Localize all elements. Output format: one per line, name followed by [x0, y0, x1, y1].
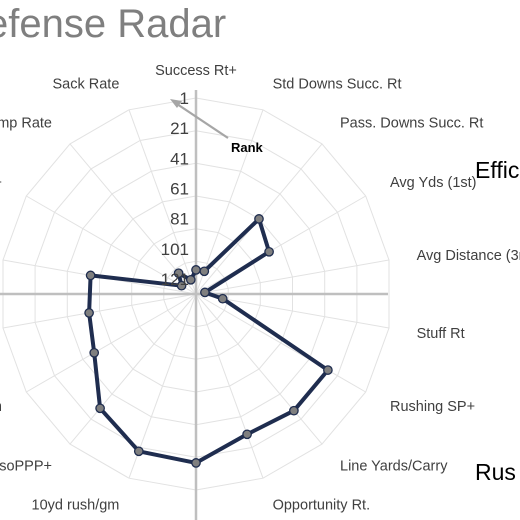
axis-label: Stuff Rt	[417, 326, 465, 342]
rank-arrowhead	[170, 99, 182, 108]
series-line	[87, 216, 330, 465]
axis-label: Sack Rate	[52, 77, 119, 93]
radar-series	[84, 214, 333, 468]
grid-spoke	[195, 109, 264, 295]
grid-spoke	[195, 293, 264, 479]
axis-label: 10yd rush/gm	[32, 498, 120, 514]
axis-label: +	[0, 175, 2, 191]
grid-spoke	[195, 195, 366, 295]
axis-label: Success Rt+	[155, 63, 237, 79]
grid-spoke	[26, 195, 197, 295]
data-point	[217, 293, 228, 304]
axis-labels: Success Rt+ Std Downs Succ. Rt Pass. Downs…	[0, 63, 520, 514]
data-point	[133, 446, 144, 457]
grid-spoke	[2, 293, 197, 329]
axis-label: Avg Yds (1st)	[390, 175, 477, 191]
rank-tick-label: 101	[161, 240, 189, 259]
axis-label: /gm	[0, 399, 2, 415]
grid-spoke	[195, 293, 390, 329]
rank-tick-label: 121	[161, 270, 189, 289]
data-point	[173, 268, 184, 279]
data-point	[191, 265, 201, 275]
axis-label: Avg Distance (3r	[417, 248, 520, 264]
chart-title: efense Radar	[0, 2, 226, 46]
side-label-efficiency: Effic	[475, 157, 519, 183]
data-point	[176, 280, 187, 291]
grid-spoke	[26, 293, 197, 393]
axis-label: Std Downs Succ. Rt	[273, 77, 402, 93]
grid-spoke	[69, 143, 197, 295]
data-point	[95, 403, 105, 414]
rank-tick-label: 41	[170, 149, 189, 168]
axis-label: IsoPPP+	[0, 459, 52, 475]
data-point	[85, 270, 96, 281]
rank-tick-label: 81	[170, 210, 189, 229]
rank-tick-label: 1	[180, 89, 189, 108]
axis-label: Opportunity Rt.	[273, 498, 371, 514]
axis-label: Pass. Downs Succ. Rt	[340, 115, 483, 131]
axis-label: mp Rate	[0, 115, 52, 131]
grid-spoke	[69, 293, 197, 445]
rank-arrow	[173, 101, 229, 139]
data-point	[289, 405, 299, 416]
data-point	[242, 429, 252, 440]
rank-tick-label: 61	[170, 180, 189, 199]
grid-spoke	[128, 109, 197, 295]
data-point	[199, 266, 210, 277]
data-point	[264, 246, 274, 257]
data-point	[84, 308, 94, 318]
data-point	[185, 274, 196, 285]
rank-annotation: Rank	[231, 140, 264, 155]
data-point	[200, 287, 210, 298]
rank-tick-label: 21	[170, 119, 189, 138]
side-label-rushing: Rus	[475, 459, 516, 485]
grid-spoke	[195, 259, 390, 295]
data-point	[323, 365, 333, 375]
grid-spoke	[195, 293, 323, 445]
data-point	[89, 347, 100, 358]
axis-label: Rushing SP+	[390, 399, 475, 415]
data-point	[254, 214, 264, 224]
data-point	[191, 458, 201, 468]
axis-label: Line Yards/Carry	[340, 459, 448, 475]
grid-spoke	[195, 293, 366, 393]
